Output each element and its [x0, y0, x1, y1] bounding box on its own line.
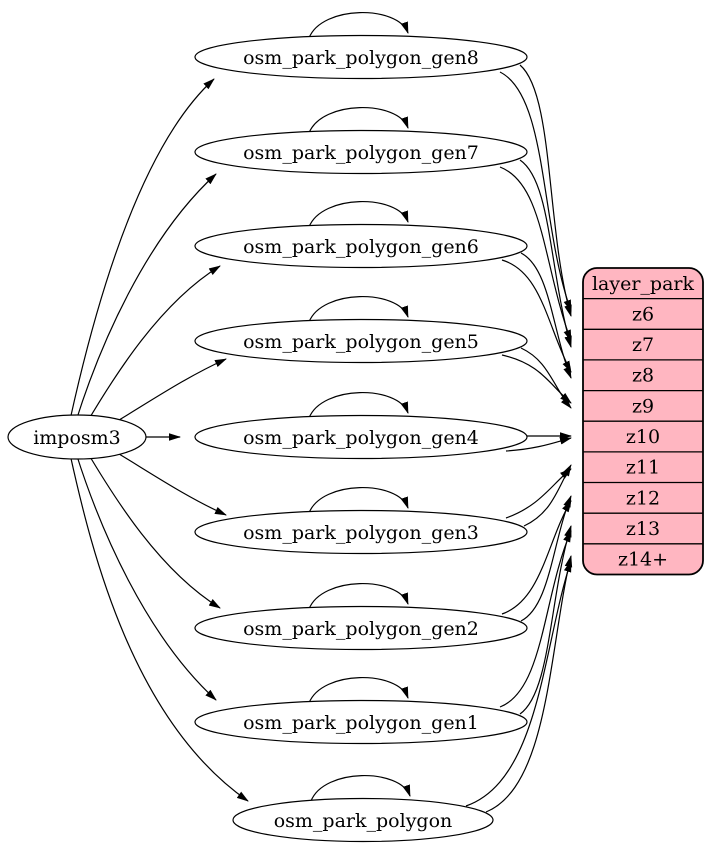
table-row-z7: z7: [632, 334, 654, 356]
edge-gen2-to-z12-2: [520, 495, 572, 622]
edge-imposm3-to-osm_park_polygon: [69, 453, 249, 802]
edge-imposm3-to-gen5: [103, 358, 227, 430]
edge-gen6-to-z8-2: [520, 252, 572, 379]
table-header: layer_park: [592, 273, 695, 295]
node-label-gen8: osm_park_polygon_gen8: [243, 47, 479, 69]
edge-gen5-to-z9-2: [520, 347, 572, 409]
self-loop-gen4: [308, 392, 409, 419]
node-osm_park_polygon_gen1: osm_park_polygon_gen1: [194, 699, 528, 745]
node-osm_park_polygon_gen4: osm_park_polygon_gen4: [194, 414, 528, 460]
node-imposm3: imposm3: [7, 414, 147, 460]
self-loop-osm_park_polygon: [310, 775, 411, 802]
edge-gen3-to-z11-2: [523, 464, 572, 527]
edges-to-layer: [465, 64, 573, 813]
node-ellipse-gen3: [194, 509, 528, 555]
edge-osm_park_polygon-to-z14-1: [465, 560, 572, 807]
node-label-gen6: osm_park_polygon_gen6: [243, 236, 479, 258]
node-label-gen3: osm_park_polygon_gen3: [243, 522, 479, 544]
table-row-z11: z11: [626, 457, 660, 479]
table-row-z6: z6: [632, 304, 654, 326]
edge-gen5-to-z9-1: [501, 354, 572, 404]
self-loop-gen2: [308, 583, 409, 610]
node-label-gen2: osm_park_polygon_gen2: [243, 618, 479, 640]
node-osm_park_polygon_gen5: osm_park_polygon_gen5: [194, 318, 528, 364]
edge-imposm3-to-gen2: [85, 449, 221, 609]
node-osm_park_polygon_gen6: osm_park_polygon_gen6: [194, 223, 528, 269]
node-ellipse-gen7: [194, 129, 528, 175]
edge-imposm3-to-gen8: [69, 78, 215, 421]
edge-gen8-to-z6-1: [499, 71, 572, 312]
edge-gen3-to-z11-1: [505, 468, 572, 519]
node-label-imposm3: imposm3: [33, 427, 121, 449]
node-ellipse-gen5: [194, 318, 528, 364]
node-label-osm_park_polygon: osm_park_polygon: [274, 810, 453, 832]
edge-gen4-to-z10-2: [505, 437, 572, 452]
node-ellipse-gen8: [194, 34, 528, 80]
self-loop-gen6: [308, 201, 409, 228]
node-ellipse-gen1: [194, 699, 528, 745]
layer-park-table: layer_park z6 z7 z8 z9 z10 z11 z12 z13 z…: [582, 267, 704, 576]
node-ellipse-gen2: [194, 605, 528, 651]
table-row-z12: z12: [626, 487, 660, 509]
edge-imposm3-to-gen3: [103, 444, 227, 516]
edge-osm_park_polygon-to-z14-2: [485, 555, 573, 813]
node-label-gen4: osm_park_polygon_gen4: [243, 427, 479, 449]
node-ellipse-osm_park_polygon: [232, 797, 494, 843]
edge-gen1-to-z13-2: [519, 525, 572, 715]
self-loop-gen5: [308, 296, 409, 323]
edge-imposm3-to-gen1: [75, 452, 217, 701]
table-row-z9: z9: [632, 395, 654, 417]
self-loop-gen3: [308, 487, 409, 514]
table-row-z10: z10: [626, 426, 660, 448]
self-loop-gen7: [308, 107, 409, 134]
node-osm_park_polygon_gen3: osm_park_polygon_gen3: [194, 509, 528, 555]
self-loops: [308, 12, 411, 802]
node-osm_park_polygon_gen8: osm_park_polygon_gen8: [194, 34, 528, 80]
node-label-gen7: osm_park_polygon_gen7: [243, 142, 479, 164]
node-ellipse-gen6: [194, 223, 528, 269]
node-osm_park_polygon_gen7: osm_park_polygon_gen7: [194, 129, 528, 175]
edge-gen7-to-z7-1: [499, 166, 572, 342]
node-osm_park_polygon_gen2: osm_park_polygon_gen2: [194, 605, 528, 651]
table-row-z13: z13: [626, 518, 660, 540]
self-loop-gen8: [308, 12, 409, 39]
node-ellipse-imposm3: [7, 414, 147, 460]
edge-gen1-to-z13-1: [499, 530, 572, 708]
edge-imposm3-to-gen7: [75, 173, 217, 422]
node-ellipse-gen4: [194, 414, 528, 460]
node-osm_park_polygon: osm_park_polygon: [232, 797, 494, 843]
node-label-gen5: osm_park_polygon_gen5: [243, 331, 479, 353]
edge-gen7-to-z7-2: [519, 159, 572, 348]
node-label-gen1: osm_park_polygon_gen1: [243, 712, 479, 734]
edge-imposm3-to-gen6: [85, 265, 221, 425]
self-loop-gen1: [308, 677, 409, 704]
edge-gen8-to-z6-2: [519, 64, 572, 317]
table-row-z8: z8: [632, 365, 654, 387]
table-row-z14: z14+: [618, 549, 668, 571]
edge-gen2-to-z12-1: [501, 500, 572, 615]
